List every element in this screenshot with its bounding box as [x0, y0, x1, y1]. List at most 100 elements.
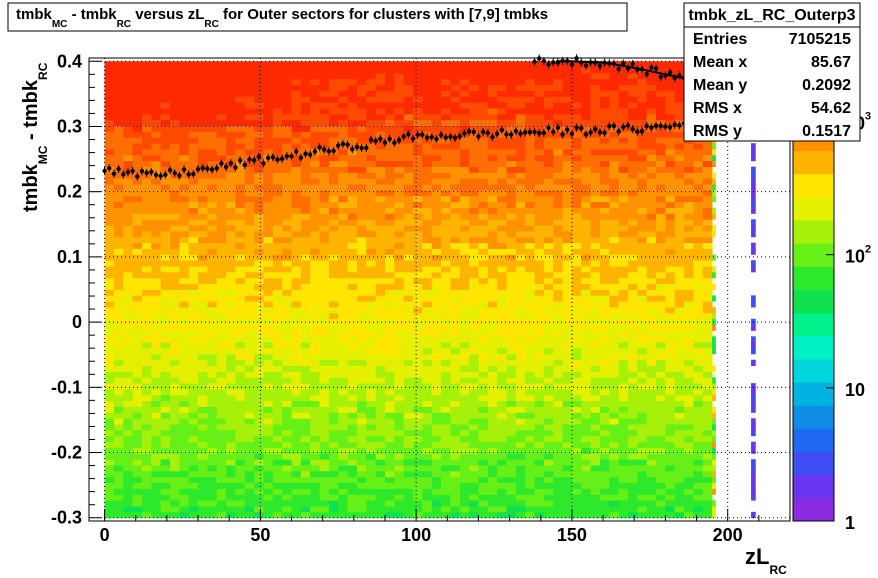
- heatmap-cell: [151, 277, 162, 285]
- heatmap-cell: [366, 72, 377, 80]
- heatmap-cell: [590, 236, 601, 244]
- heatmap-cell: [394, 388, 405, 396]
- heatmap-cell: [328, 172, 339, 179]
- heatmap-cell: [300, 295, 311, 302]
- heatmap-cell: [366, 84, 377, 91]
- heatmap-cell: [431, 149, 442, 156]
- heatmap-cell: [226, 301, 236, 308]
- heatmap-cell: [487, 429, 498, 437]
- heatmap-cell: [422, 195, 433, 203]
- heatmap-cell: [216, 108, 227, 115]
- heatmap-cell: [319, 388, 330, 396]
- heatmap-cell: [347, 283, 358, 290]
- heatmap-cell: [188, 236, 199, 244]
- heatmap-cell: [562, 348, 573, 355]
- heatmap-cell: [422, 277, 433, 285]
- heatmap-cell: [599, 365, 610, 372]
- heatmap-cell: [310, 219, 320, 226]
- heatmap-cell: [282, 482, 292, 489]
- heatmap-cell: [179, 184, 190, 191]
- heatmap-cell: [132, 248, 143, 255]
- heatmap-cell: [543, 465, 554, 472]
- heatmap-cell: [235, 213, 246, 220]
- heatmap-cell: [702, 511, 713, 519]
- heatmap-cell: [487, 511, 498, 519]
- heatmap-cell: [179, 295, 190, 302]
- heatmap-cell: [487, 242, 498, 249]
- heatmap-cell: [441, 184, 451, 191]
- heatmap-cell: [459, 388, 470, 396]
- heatmap-cell: [581, 160, 592, 167]
- heatmap-cell: [366, 412, 377, 419]
- heatmap-cell: [534, 289, 545, 296]
- heatmap-cell: [590, 230, 601, 238]
- heatmap-cell: [450, 353, 461, 361]
- heatmap-cell: [478, 72, 489, 80]
- heatmap-cell: [188, 312, 199, 320]
- heatmap-cell: [384, 424, 395, 431]
- heatmap-cell: [394, 301, 405, 308]
- heatmap-cell: [637, 84, 648, 91]
- heatmap-cell: [244, 219, 255, 226]
- heatmap-cell: [627, 470, 638, 478]
- heatmap-cell: [693, 312, 704, 320]
- heatmap-cell: [450, 154, 461, 162]
- heatmap-cell: [170, 289, 180, 296]
- heatmap-cell: [384, 511, 395, 519]
- heatmap-cell: [226, 61, 236, 68]
- heatmap-cell: [422, 289, 433, 296]
- heatmap-cell: [132, 61, 143, 68]
- heatmap-cell: [450, 324, 461, 331]
- heatmap-cell: [113, 377, 124, 384]
- heatmap-cell: [459, 506, 470, 513]
- heatmap-cell: [637, 184, 648, 191]
- heatmap-cell: [338, 482, 348, 489]
- heatmap-cell: [291, 465, 302, 472]
- heatmap-cell: [123, 248, 134, 255]
- heatmap-cell: [179, 371, 190, 378]
- heatmap-cell: [674, 230, 685, 238]
- heatmap-cell: [590, 295, 601, 302]
- heatmap-cell: [515, 353, 526, 361]
- heatmap-cell: [198, 78, 208, 86]
- heatmap-cell: [244, 336, 255, 343]
- heatmap-cell: [627, 435, 638, 443]
- heatmap-cell: [515, 301, 526, 308]
- heatmap-cell: [347, 488, 358, 495]
- heatmap-cell: [384, 371, 395, 378]
- heatmap-cell: [413, 482, 423, 489]
- heatmap-cell: [599, 84, 610, 91]
- heatmap-cell: [160, 289, 171, 296]
- heatmap-cell: [599, 78, 610, 86]
- heatmap-cell: [254, 465, 264, 472]
- heatmap-cell: [515, 67, 526, 74]
- heatmap-cell: [646, 283, 657, 290]
- heatmap-cell: [525, 441, 535, 448]
- heatmap-cell: [235, 178, 246, 185]
- heatmap-cell: [441, 266, 451, 273]
- heatmap-cell: [609, 318, 620, 326]
- heatmap-cell: [413, 371, 423, 378]
- heatmap-cell: [450, 470, 461, 478]
- heatmap-cell: [450, 482, 461, 489]
- heatmap-cell: [319, 119, 330, 127]
- heatmap-cell: [497, 377, 507, 384]
- heatmap-cell: [413, 160, 423, 167]
- heatmap-cell: [141, 429, 152, 437]
- heatmap-cell: [403, 394, 414, 402]
- heatmap-cell: [104, 359, 115, 366]
- heatmap-cell: [674, 143, 685, 150]
- heatmap-cell: [263, 476, 274, 484]
- heatmap-cell: [618, 277, 629, 285]
- heatmap-cell: [627, 154, 638, 162]
- heatmap-cell: [693, 149, 704, 156]
- heatmap-cell: [375, 78, 386, 86]
- heatmap-cell: [478, 441, 489, 448]
- heatmap-cell: [104, 500, 115, 507]
- heatmap-cell: [637, 207, 648, 214]
- heatmap-cell: [235, 248, 246, 255]
- heatmap-cell: [226, 324, 236, 331]
- heatmap-cell: [179, 61, 190, 68]
- heatmap-cell: [562, 137, 573, 144]
- heatmap-cell: [104, 149, 115, 156]
